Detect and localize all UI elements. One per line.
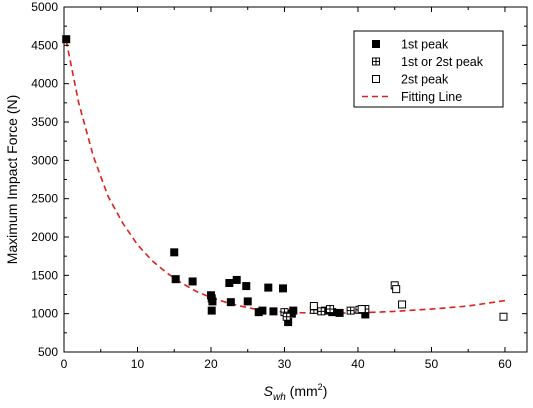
y-tick-label: 5000 (31, 0, 58, 14)
legend-label: 1st peak (401, 38, 449, 52)
legend-symbol-open-square (372, 75, 380, 83)
data-point-filled-square (258, 306, 267, 315)
legend-symbol-filled-square (372, 40, 380, 48)
legend-label: Fitting Line (401, 90, 462, 104)
y-tick-label: 1000 (31, 307, 58, 321)
y-tick-label: 3500 (31, 115, 58, 129)
x-axis-label: Swh (mm2) (264, 382, 328, 403)
legend: 1st peak 1st or 2st peak 2st peak Fitting L… (353, 30, 504, 108)
data-point-crossed-square (326, 305, 335, 314)
x-axis-label-main: S (264, 383, 274, 399)
y-tick-label: 500 (38, 345, 58, 359)
data-point-open-square (392, 285, 401, 294)
x-tick-label: 20 (204, 357, 218, 371)
x-tick-label: 60 (498, 357, 512, 371)
y-tick-label: 2000 (31, 230, 58, 244)
y-tick-label: 2500 (31, 192, 58, 206)
y-tick-label: 1500 (31, 268, 58, 282)
data-point-filled-square (284, 318, 293, 327)
x-axis-label-unit-post: ) (323, 383, 328, 399)
data-point-filled-square (225, 279, 234, 287)
x-tick-label: 10 (131, 357, 145, 371)
y-tick-label: 3000 (31, 153, 58, 167)
y-tick-label: 4500 (31, 38, 58, 52)
x-axis-label-unit-sup: 2 (318, 382, 323, 392)
data-point-filled-square (242, 282, 251, 291)
data-point-filled-square (243, 297, 252, 306)
data-point-filled-square (207, 306, 216, 315)
data-point-open-square (357, 305, 366, 314)
data-point-open-square (499, 312, 508, 321)
legend-label: 1st or 2st peak (401, 55, 484, 69)
data-point-filled-square (335, 308, 344, 317)
data-point-filled-square (62, 35, 71, 44)
legend-symbol-crossed-square (372, 57, 380, 66)
x-tick-label: 30 (278, 357, 292, 371)
fitting-line (65, 40, 506, 315)
x-tick-label: 50 (425, 357, 439, 371)
y-tick-label: 4000 (31, 77, 58, 91)
data-point-filled-square (170, 248, 179, 257)
data-point-filled-square (232, 275, 241, 284)
data-point-crossed-square (317, 307, 326, 316)
data-point-filled-square (289, 306, 298, 315)
x-axis-label-unit-pre: (mm (286, 383, 318, 399)
legend-label: 2st peak (401, 73, 449, 87)
data-point-filled-square (361, 310, 370, 319)
data-point-filled-square (279, 284, 288, 293)
data-point-filled-square (208, 297, 217, 306)
x-tick-label: 40 (351, 357, 365, 371)
y-axis-label: Maximum Impact Force (N) (4, 95, 20, 265)
data-point-open-square (398, 300, 407, 309)
data-point-crossed-square (282, 312, 291, 321)
data-point-filled-square (264, 283, 273, 292)
data-point-filled-square (171, 275, 180, 284)
data-point-filled-square (226, 298, 235, 307)
data-point-crossed-square (346, 306, 355, 315)
data-point-open-square (309, 302, 318, 310)
data-point-filled-square (188, 277, 197, 286)
x-axis-label-sub: wh (273, 392, 286, 403)
x-tick-label: 0 (61, 357, 68, 371)
data-point-filled-square (269, 307, 278, 316)
